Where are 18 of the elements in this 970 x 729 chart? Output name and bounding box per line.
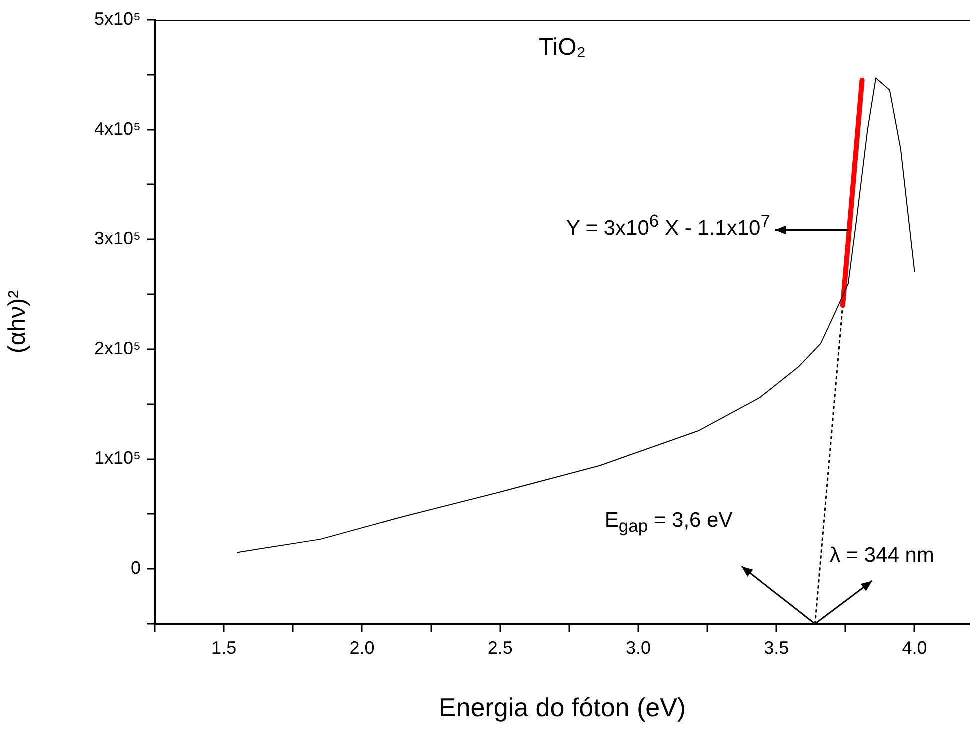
y-tick-label: 0 [130, 558, 141, 578]
x-tick-label: 3.5 [764, 638, 790, 658]
x-tick-label: 4.0 [902, 638, 928, 658]
x-tick-label: 1.5 [212, 638, 237, 658]
y-tick-label: 4x10⁵ [94, 118, 141, 139]
y-tick-label: 2x10⁵ [94, 338, 141, 358]
annotation: λ = 344 nm [830, 544, 934, 568]
x-axis-title: Energia do fóton (eV) [438, 692, 686, 723]
x-tick-label: 3.0 [626, 638, 651, 658]
x-tick-label: 2.5 [488, 638, 513, 658]
annotation: E$_{gap}$ = 3,6 eV [604, 509, 733, 537]
y-tick-label: 5x10⁵ [94, 8, 141, 29]
annotation: Y = 3x10$^{6}$ X - 1.1x10$^{7}$ [566, 211, 770, 240]
y-tick-label: 1x10⁵ [94, 448, 141, 468]
text: TiO₂ [539, 34, 586, 62]
y-axis-title: (αhν)² [4, 290, 32, 354]
x-tick-label: 2.0 [350, 638, 375, 658]
y-tick-label: 3x10⁵ [94, 228, 141, 249]
